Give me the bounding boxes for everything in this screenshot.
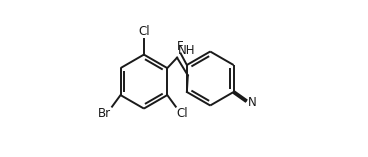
Text: N: N [248,95,257,108]
Text: Cl: Cl [177,107,188,120]
Text: Br: Br [98,107,111,120]
Text: F: F [177,40,184,53]
Text: NH: NH [178,44,195,57]
Text: Cl: Cl [138,25,150,38]
